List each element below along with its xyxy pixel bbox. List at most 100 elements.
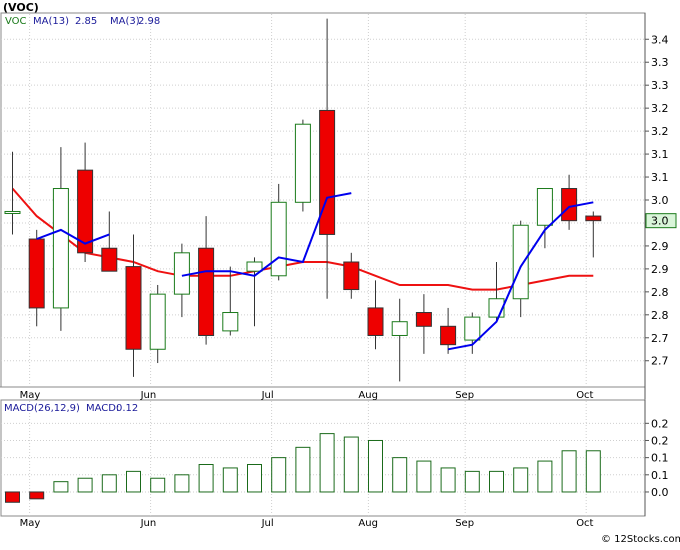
macd-layer — [5, 433, 601, 503]
month-label: Oct — [576, 390, 593, 401]
macd-month-label: Oct — [576, 518, 593, 529]
macd-tick-label: 0.0 — [651, 486, 669, 499]
macd-bar — [513, 467, 529, 493]
macd-legend-value-label: MACD: — [86, 403, 119, 414]
macd-bar — [319, 433, 335, 493]
macd-tick-label: 0.2 — [651, 434, 669, 447]
macd-bar — [222, 467, 238, 493]
candle-body-down — [101, 247, 118, 272]
legend-ma3-label: MA(3) — [110, 16, 140, 27]
candle-body-up — [464, 316, 481, 341]
candle — [319, 18, 336, 299]
ma3-line-segment — [36, 228, 110, 245]
candle-body-down — [125, 266, 142, 350]
macd-month-label: May — [20, 518, 41, 529]
candle-body-up — [149, 293, 166, 350]
price-y-axis: 2.7 2.7 2.8 2.8 2.9 2.9 3.0 3.0 3.1 3.1 3.2 3.2 3.3 3… — [645, 33, 669, 368]
macd-bar — [440, 467, 456, 493]
ticker-label: (VOC) — [3, 1, 39, 14]
macd-bar — [174, 474, 190, 493]
candle — [125, 234, 142, 377]
candle-body-up — [173, 252, 190, 295]
macd-legend-value: 0.12 — [116, 403, 138, 414]
candle — [464, 312, 481, 354]
candle — [440, 307, 457, 354]
candle-body-down — [415, 312, 432, 327]
macd-bar — [368, 439, 383, 493]
price-legend: VOC MA(13) 2.85 MA(3) 2.98 — [5, 16, 160, 27]
macd-bar — [101, 474, 117, 493]
macd-bar — [29, 491, 45, 500]
candle-body-up — [512, 224, 529, 300]
candle-body-down — [367, 307, 384, 336]
price-tick-label: 3.2 — [651, 125, 669, 138]
candle — [4, 151, 21, 235]
macd-tick-label: 0.1 — [651, 452, 669, 465]
month-label: Jun — [140, 390, 157, 401]
price-tick-label: 3.0 — [651, 194, 669, 207]
macd-bar — [77, 477, 93, 493]
candle — [367, 280, 384, 350]
month-label: May — [20, 390, 41, 401]
candle — [536, 188, 553, 249]
macd-month-label: Aug — [358, 518, 378, 529]
candle — [198, 216, 215, 345]
price-tick-label: 3.4 — [651, 33, 669, 46]
candle-layer — [4, 18, 602, 382]
candle — [52, 147, 69, 331]
ma3-layer — [36, 192, 594, 351]
candle-body-down — [198, 247, 215, 336]
candle — [222, 266, 239, 336]
macd-bar — [537, 460, 553, 493]
candle-body-down — [585, 215, 602, 222]
candle-body-up — [294, 123, 311, 203]
last-price-tag: 3.0 — [645, 213, 677, 229]
macd-bar — [585, 450, 601, 493]
price-tick-label: 2.9 — [651, 263, 669, 276]
candle — [149, 284, 166, 364]
macd-tick-label: 0.2 — [651, 417, 669, 430]
candle-body-up — [4, 210, 21, 214]
last-price-tag-text: 3.0 — [651, 215, 669, 228]
candle-body-up — [536, 188, 553, 226]
price-tick-label: 3.2 — [651, 102, 669, 115]
macd-month-label: Sep — [455, 518, 474, 529]
candle-body-down — [319, 109, 336, 235]
candle-body-down — [440, 325, 457, 346]
price-tick-label: 2.7 — [651, 355, 669, 368]
macd-bar — [343, 436, 359, 493]
macd-month-label: Jul — [261, 518, 274, 529]
candle — [77, 142, 94, 262]
candle — [391, 298, 408, 382]
price-tick-label: 3.1 — [651, 148, 669, 161]
macd-bar — [198, 464, 214, 493]
price-tick-label: 3.3 — [651, 79, 669, 92]
candle — [585, 211, 602, 258]
candle-body-down — [343, 261, 360, 291]
candle-body-down — [561, 188, 578, 222]
month-label: Jul — [261, 390, 274, 401]
price-tick-label: 2.9 — [651, 240, 669, 253]
candle-body-up — [270, 201, 287, 277]
candle-body-down — [77, 169, 94, 254]
month-label: Aug — [358, 390, 378, 401]
macd-legend-label: MACD(26,12,9) — [4, 403, 80, 414]
macd-bar — [561, 450, 577, 493]
ma3-line-segment — [181, 192, 352, 277]
watermark: © 12Stocks.com — [601, 534, 680, 545]
macd-bar — [416, 460, 432, 493]
x-axis: May May Jun Jun Jul Jul Aug Aug Sep Sep Oct Oct — [20, 390, 594, 529]
candle — [415, 294, 432, 354]
price-tick-label: 2.8 — [651, 286, 669, 299]
legend-series-name: VOC — [5, 16, 27, 27]
candle-body-up — [246, 261, 263, 272]
macd-bar — [150, 477, 166, 493]
macd-bar — [53, 481, 69, 493]
price-tick-label: 3.3 — [651, 56, 669, 69]
candle-body-up — [391, 321, 408, 336]
macd-bar — [295, 446, 311, 493]
candle-body-up — [222, 312, 239, 332]
